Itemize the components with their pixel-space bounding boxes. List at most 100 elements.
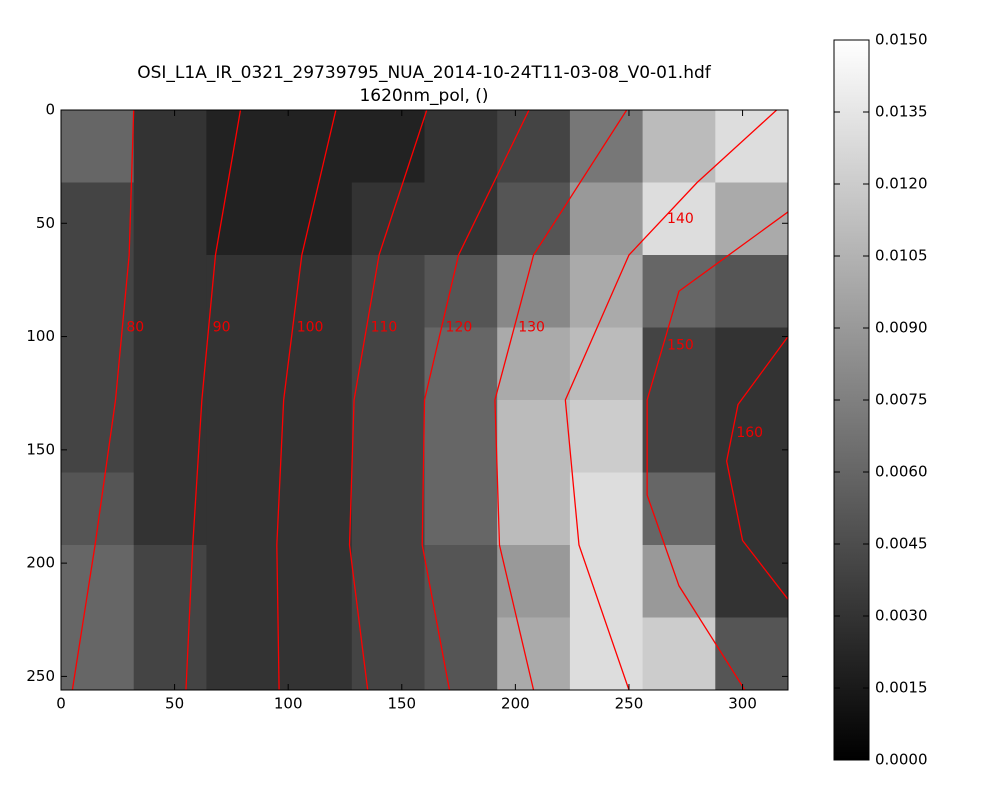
colorbar-tick-label: 0.0015 (875, 679, 928, 697)
contour-line (348, 110, 428, 690)
colorbar-tick-label: 0.0105 (875, 247, 928, 265)
contours: 80 90 100 110 120 130 140 150 160 (71, 110, 788, 690)
image-cell (351, 110, 425, 183)
image-cell (206, 545, 280, 618)
colorbar-tick-label: 0.0150 (875, 31, 928, 49)
x-tick-label: 200 (501, 695, 530, 713)
image-cell (424, 110, 498, 183)
contour-line (71, 110, 135, 690)
image-cell (279, 255, 353, 328)
image-cell (279, 472, 353, 546)
contour-label: 140 (667, 211, 694, 227)
image-cell (61, 182, 135, 256)
image-cell (569, 110, 644, 183)
plot-frame (60, 109, 789, 691)
colorbar-tick-label: 0.0090 (875, 319, 928, 337)
contour-label: 160 (736, 425, 763, 441)
colorbar-tick-label: 0.0030 (875, 607, 928, 625)
x-tick-label: 150 (387, 695, 416, 713)
image-cell (424, 617, 498, 690)
image-cell (424, 327, 498, 401)
image-cell (61, 545, 135, 618)
contour-line (725, 336, 788, 600)
image-cell (61, 255, 135, 328)
image-cell (715, 110, 788, 183)
image-cell (497, 255, 571, 328)
image-cell (351, 255, 425, 328)
image-cell (424, 182, 498, 256)
image-cell (642, 400, 716, 473)
chart-subtitle: 1620nm_pol, () (359, 86, 488, 106)
colorbar-tick-label: 0.0075 (875, 391, 928, 409)
image-cell (206, 182, 280, 256)
image-cell (133, 472, 207, 546)
contour-label: 80 (126, 320, 144, 336)
image-cell (206, 110, 280, 183)
contour-label: 130 (518, 320, 545, 336)
image-cell (279, 400, 353, 473)
image-cell (61, 327, 135, 401)
x-tick-label: 50 (165, 695, 184, 713)
colorbar-tick-label: 0.0000 (875, 751, 928, 769)
x-tick-label: 0 (56, 695, 66, 713)
colorbar-tick-label: 0.0060 (875, 463, 928, 481)
image-cell (424, 400, 498, 473)
contour-label: 110 (371, 320, 398, 336)
image-cell (569, 327, 644, 401)
image-cell (61, 472, 135, 546)
image-cell (569, 182, 644, 256)
image-cell (206, 617, 280, 690)
x-tick-label: 100 (274, 695, 303, 713)
image-cell (497, 472, 571, 546)
colorbar-tick-label: 0.0135 (875, 103, 928, 121)
image-cell (642, 472, 716, 546)
image-cell (715, 327, 788, 401)
colorbar-tick-label: 0.0045 (875, 535, 928, 553)
image-cell (206, 472, 280, 546)
image-cell (61, 617, 135, 690)
image-cell (61, 400, 135, 473)
image-cell (133, 110, 207, 183)
chart-title: OSI_L1A_IR_0321_29739795_NUA_2014-10-24T… (137, 63, 712, 83)
image-cell (569, 400, 644, 473)
image-cell (279, 617, 353, 690)
image-cell (206, 400, 280, 473)
contour-line (646, 211, 788, 690)
contour-label: 120 (446, 320, 473, 336)
image-cell (351, 327, 425, 401)
image-cell (642, 182, 716, 256)
image-cell (569, 617, 644, 690)
image-cell (351, 182, 425, 256)
contour-line (185, 110, 242, 690)
contour-line (494, 110, 628, 690)
image-cell (715, 400, 788, 473)
image (61, 110, 788, 690)
y-tick-label: 200 (26, 554, 55, 572)
image-cell (206, 327, 280, 401)
image-cell (133, 617, 207, 690)
image-cell (351, 400, 425, 473)
image-cell (279, 327, 353, 401)
image-cell (279, 110, 353, 183)
colorbar-tick-label: 0.0120 (875, 175, 928, 193)
image-cell (569, 472, 644, 546)
image-cell (351, 472, 425, 546)
image-cell (497, 110, 571, 183)
contour-label: 100 (297, 320, 324, 336)
image-cell (569, 545, 644, 618)
image-cell (715, 545, 788, 618)
image-cell (133, 327, 207, 401)
image-cell (351, 545, 425, 618)
image-cell (497, 545, 571, 618)
image-cell (497, 400, 571, 473)
image-cell (715, 182, 788, 256)
image-cell (715, 472, 788, 546)
image-cell (497, 182, 571, 256)
image-cell (61, 110, 135, 183)
image-cell (424, 255, 498, 328)
image-cell (424, 472, 498, 546)
y-tick-label: 150 (26, 440, 55, 458)
image-cell (133, 255, 207, 328)
image-cell (497, 617, 571, 690)
